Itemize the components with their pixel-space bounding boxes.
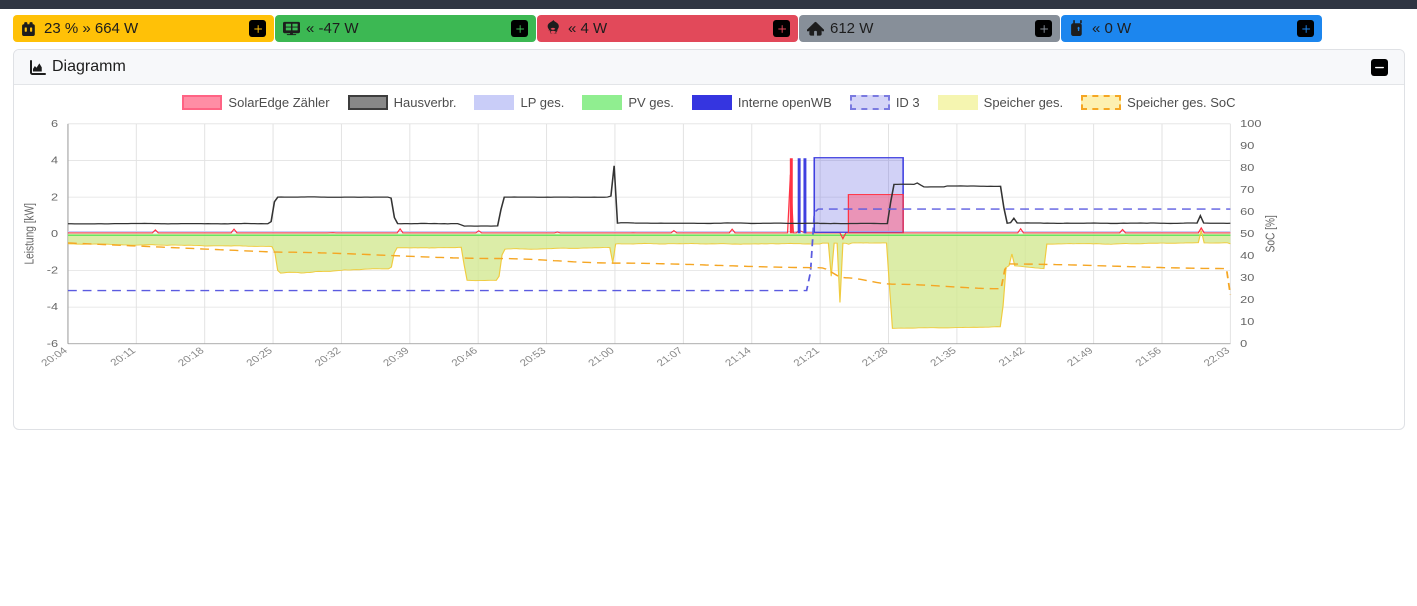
svg-text:6: 6 <box>51 119 58 130</box>
svg-text:80: 80 <box>1240 163 1254 174</box>
svg-text:90: 90 <box>1240 141 1254 152</box>
svg-text:0: 0 <box>51 229 58 240</box>
svg-text:2: 2 <box>51 192 58 203</box>
svg-text:4: 4 <box>51 156 59 167</box>
svg-text:21:00: 21:00 <box>586 345 617 368</box>
svg-text:20:39: 20:39 <box>381 345 412 368</box>
svg-text:100: 100 <box>1240 119 1261 130</box>
svg-text:-2: -2 <box>47 266 58 277</box>
svg-text:SoC [%]: SoC [%] <box>1265 215 1278 252</box>
svg-text:21:56: 21:56 <box>1133 345 1164 368</box>
svg-text:70: 70 <box>1240 185 1254 196</box>
svg-text:0: 0 <box>1240 339 1247 350</box>
svg-text:20:25: 20:25 <box>244 345 275 368</box>
svg-text:21:49: 21:49 <box>1065 345 1096 368</box>
svg-text:20:32: 20:32 <box>313 345 344 368</box>
svg-text:30: 30 <box>1240 273 1254 284</box>
svg-text:40: 40 <box>1240 251 1254 262</box>
svg-text:21:35: 21:35 <box>928 345 959 368</box>
svg-text:20:53: 20:53 <box>518 345 549 368</box>
svg-text:22:03: 22:03 <box>1201 345 1232 368</box>
svg-text:21:28: 21:28 <box>860 345 891 368</box>
svg-text:60: 60 <box>1240 207 1254 218</box>
svg-text:20: 20 <box>1240 295 1254 306</box>
svg-text:20:46: 20:46 <box>449 345 480 368</box>
svg-text:21:21: 21:21 <box>791 345 822 368</box>
svg-text:20:11: 20:11 <box>108 345 138 368</box>
svg-text:Leistung [kW]: Leistung [kW] <box>24 203 37 265</box>
svg-text:50: 50 <box>1240 229 1254 240</box>
svg-text:21:07: 21:07 <box>654 345 685 368</box>
svg-text:10: 10 <box>1240 317 1254 328</box>
svg-text:21:42: 21:42 <box>996 345 1027 368</box>
svg-text:21:14: 21:14 <box>723 345 754 368</box>
svg-text:20:18: 20:18 <box>176 345 207 368</box>
svg-text:-4: -4 <box>47 302 59 313</box>
